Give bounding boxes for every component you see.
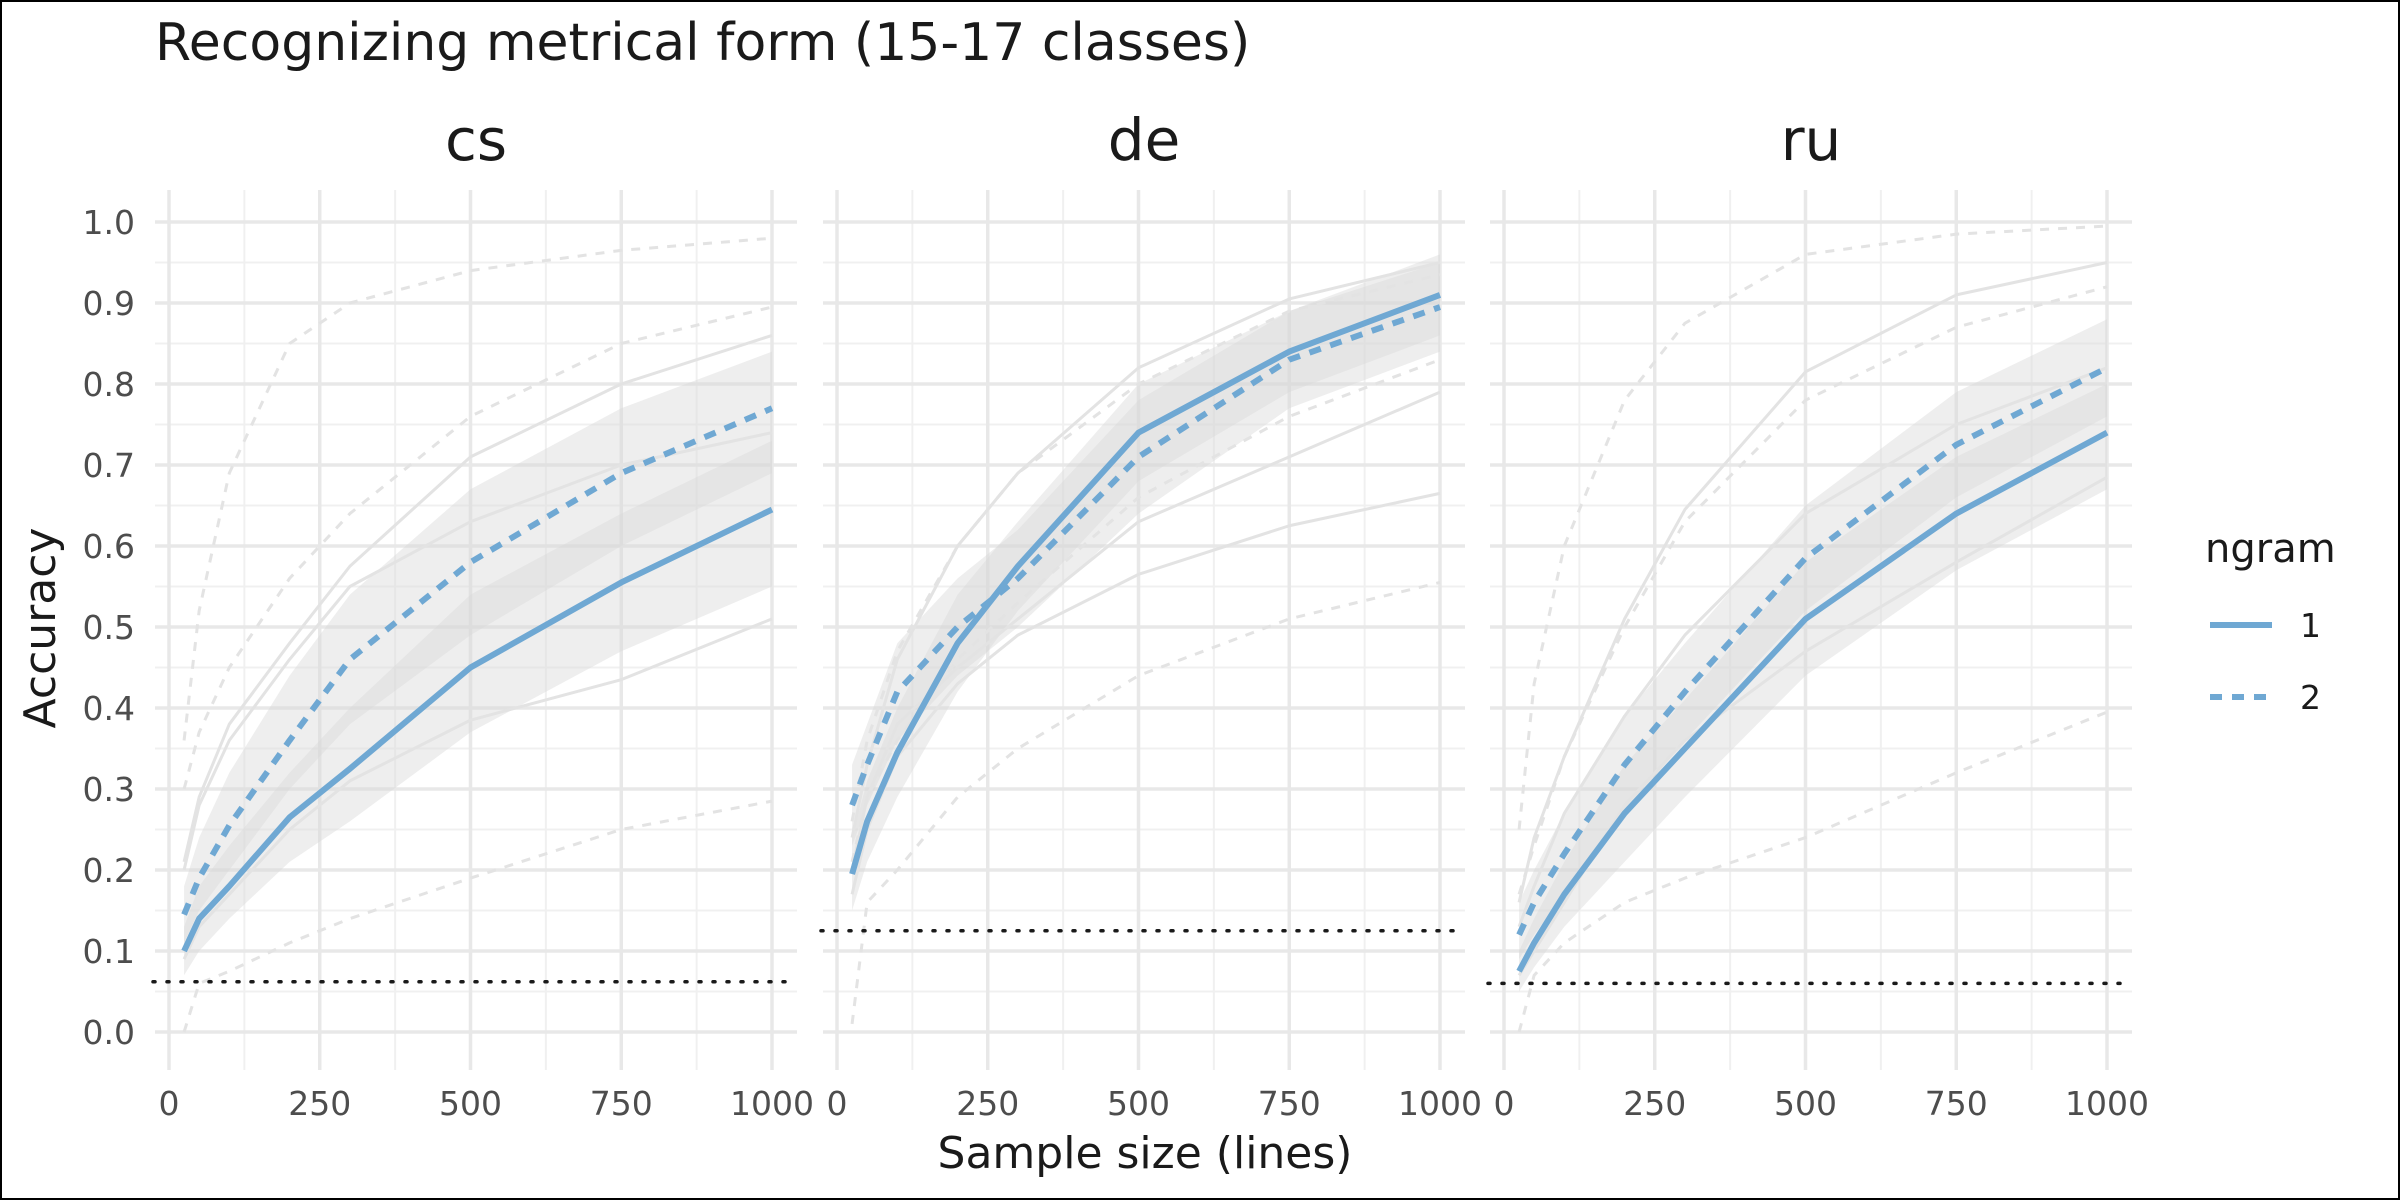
chart-title: Recognizing metrical form (15-17 classes… [155, 13, 1250, 73]
panel-strip-label: ru [1781, 106, 1842, 174]
x-tick-label: 250 [288, 1084, 351, 1123]
background-line [850, 358, 1441, 863]
x-tick-label: 750 [590, 1084, 653, 1123]
y-tick-label: 0.6 [83, 527, 135, 566]
y-tick-label: 0.4 [83, 689, 135, 728]
background-line [1517, 710, 2108, 1033]
confidence-ribbon-ngram-2 [184, 351, 772, 943]
background-line [1517, 475, 2108, 977]
y-tick-label: 0.0 [83, 1013, 135, 1052]
legend-label-ngram-1: 1 [2300, 606, 2321, 645]
x-tick-label: 750 [1925, 1084, 1988, 1123]
background-line [182, 305, 773, 790]
confidence-ribbon-ngram-2 [1519, 319, 2107, 960]
background-line [182, 799, 773, 1033]
confidence-ribbon-ngram-1 [1519, 384, 2107, 992]
series-line-ngram-2 [1516, 365, 2109, 937]
confidence-ribbon-ngram-1 [184, 440, 772, 976]
y-tick-label: 0.3 [83, 770, 135, 809]
x-tick-label: 500 [1774, 1084, 1837, 1123]
legend: ngram 1 2 [2205, 526, 2336, 717]
confidence-ribbon-ngram-2 [852, 262, 1440, 846]
x-tick-label: 1000 [1398, 1084, 1482, 1123]
panel-strip-label: de [1108, 106, 1181, 174]
x-tick-label: 250 [1623, 1084, 1686, 1123]
x-tick-label: 500 [1107, 1084, 1170, 1123]
panel-cs: cs 0 250 500 750 1000 0.0 0.1 0.2 0.3 0.4 0.5 0.6 0.7… [83, 106, 814, 1123]
y-tick-label: 1.0 [83, 203, 135, 242]
legend-label-ngram-2: 2 [2300, 678, 2321, 717]
background-line [182, 236, 773, 741]
x-tick-label: 0 [1494, 1084, 1515, 1123]
x-tick-label: 1000 [730, 1084, 814, 1123]
x-axis-title: Sample size (lines) [938, 1128, 1353, 1179]
legend-title: ngram [2205, 526, 2336, 572]
y-tick-label: 0.9 [83, 284, 135, 323]
x-tick-label: 0 [159, 1084, 180, 1123]
series-line-ngram-2 [849, 304, 1441, 807]
series-line-ngram-2 [181, 405, 774, 916]
background-line [1517, 366, 2108, 928]
facet-panels: cs 0 250 500 750 1000 0.0 0.1 0.2 0.3 0.4 0.5 0.6 0.7… [83, 106, 2149, 1123]
background-line [1517, 285, 2108, 895]
y-tick-label: 0.5 [83, 608, 135, 647]
background-line [850, 273, 1441, 822]
y-tick-label: 0.1 [83, 932, 135, 971]
x-tick-label: 1000 [2065, 1084, 2149, 1123]
y-tick-label: 0.7 [83, 446, 135, 485]
series-line-ngram-1 [1516, 429, 2109, 973]
background-line [1517, 261, 2108, 903]
background-line [182, 333, 773, 863]
y-axis-title: Accuracy [15, 528, 66, 729]
background-line [182, 431, 773, 871]
background-line [850, 580, 1441, 1025]
y-tick-label: 0.2 [83, 851, 135, 890]
x-tick-label: 0 [827, 1084, 848, 1123]
panel-ru: ru 0 250 500 750 1000 [1486, 106, 2149, 1123]
y-tick-label: 0.8 [83, 365, 135, 404]
panel-strip-label: cs [445, 106, 507, 174]
x-tick-label: 500 [439, 1084, 502, 1123]
series-line-ngram-1 [181, 506, 774, 953]
panel-de: de 0 250 500 750 1000 [819, 106, 1482, 1123]
x-tick-label: 250 [956, 1084, 1019, 1123]
x-tick-label: 750 [1258, 1084, 1321, 1123]
background-line [182, 617, 773, 960]
background-line [1517, 224, 2108, 830]
